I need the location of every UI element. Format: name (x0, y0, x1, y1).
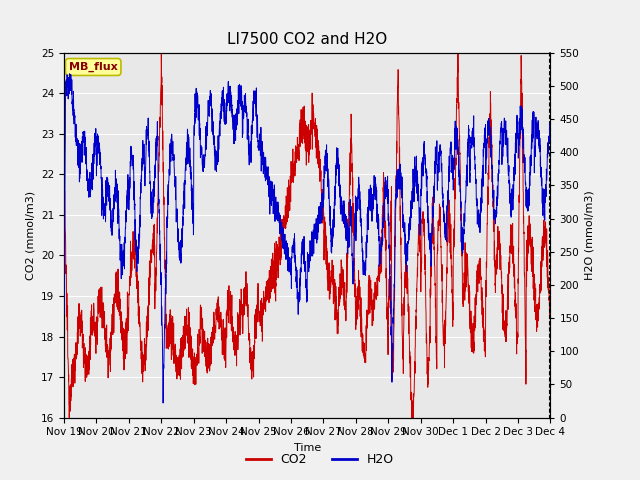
Legend: CO2, H2O: CO2, H2O (241, 448, 399, 471)
Title: LI7500 CO2 and H2O: LI7500 CO2 and H2O (227, 33, 387, 48)
X-axis label: Time: Time (294, 443, 321, 453)
Text: MB_flux: MB_flux (69, 62, 118, 72)
Y-axis label: H2O (mmol/m3): H2O (mmol/m3) (585, 191, 595, 280)
Y-axis label: CO2 (mmol/m3): CO2 (mmol/m3) (26, 191, 35, 280)
